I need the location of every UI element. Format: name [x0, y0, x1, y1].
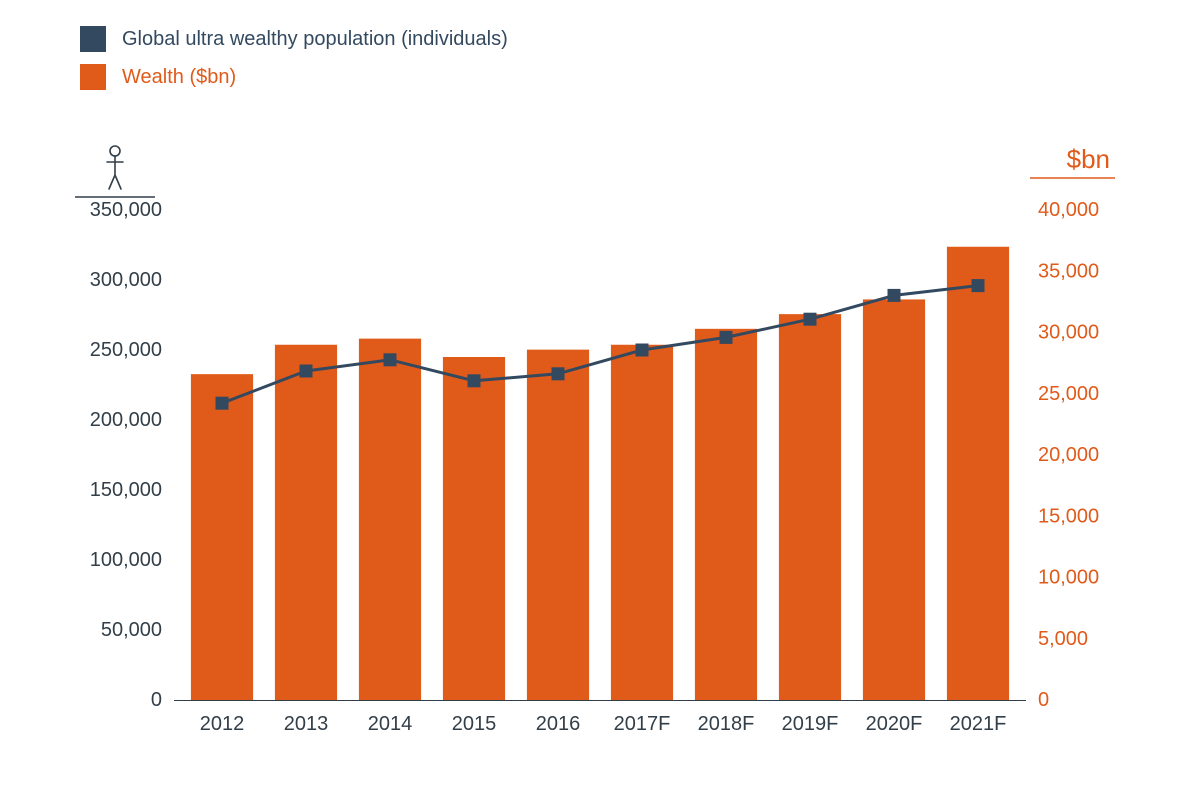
x-tick-label: 2014	[368, 713, 413, 735]
line-marker	[888, 289, 901, 302]
bar	[779, 314, 841, 700]
y-left-tick-label: 150,000	[90, 479, 162, 501]
line-marker	[384, 353, 397, 366]
bar	[695, 329, 757, 700]
y-left-tick-label: 50,000	[101, 619, 162, 641]
legend-swatch-population	[80, 26, 106, 52]
person-icon	[107, 156, 123, 189]
right-axis-title: $bn	[1067, 144, 1110, 174]
bar	[275, 345, 337, 700]
y-right-tick-label: 20,000	[1038, 444, 1099, 466]
bar	[443, 357, 505, 700]
y-right-tick-label: 35,000	[1038, 260, 1099, 282]
y-right-tick-label: 40,000	[1038, 199, 1099, 221]
y-left-tick-label: 300,000	[90, 269, 162, 291]
bar	[527, 350, 589, 700]
legend: Global ultra wealthy population (individ…	[80, 24, 508, 100]
x-tick-label: 2018F	[698, 713, 755, 735]
x-tick-label: 2020F	[866, 713, 923, 735]
bar	[863, 299, 925, 700]
line-marker	[720, 331, 733, 344]
y-right-tick-label: 25,000	[1038, 383, 1099, 405]
y-right-tick-label: 10,000	[1038, 567, 1099, 589]
y-right-tick-label: 30,000	[1038, 322, 1099, 344]
x-tick-label: 2017F	[614, 713, 671, 735]
legend-swatch-wealth	[80, 64, 106, 90]
chart-svg: $bn 0 50,000 100,000 150,000 200,000 250,000 30…	[60, 120, 1140, 760]
line-marker	[636, 344, 649, 357]
bar	[947, 247, 1009, 700]
x-tick-label: 2015	[452, 713, 497, 735]
line-marker	[300, 365, 313, 378]
line-marker	[552, 367, 565, 380]
bar	[611, 345, 673, 700]
line-marker	[468, 374, 481, 387]
bar	[191, 374, 253, 700]
line-marker	[216, 397, 229, 410]
y-left-tick-label: 100,000	[90, 549, 162, 571]
x-tick-label: 2013	[284, 713, 329, 735]
line-marker	[972, 279, 985, 292]
y-right-tick-label: 15,000	[1038, 505, 1099, 527]
x-tick-label: 2012	[200, 713, 245, 735]
legend-label-wealth: Wealth ($bn)	[122, 62, 236, 92]
y-left-tick-label: 200,000	[90, 409, 162, 431]
legend-item-population: Global ultra wealthy population (individ…	[80, 24, 508, 54]
chart: $bn 0 50,000 100,000 150,000 200,000 250,000 30…	[60, 120, 1140, 760]
x-tick-label: 2021F	[950, 713, 1007, 735]
x-tick-label: 2019F	[782, 713, 839, 735]
y-right-tick-label: 0	[1038, 689, 1049, 711]
line-marker	[804, 313, 817, 326]
y-right-tick-label: 5,000	[1038, 628, 1088, 650]
bar	[359, 339, 421, 700]
legend-label-population: Global ultra wealthy population (individ…	[122, 24, 508, 54]
x-tick-label: 2016	[536, 713, 581, 735]
y-left-tick-label: 350,000	[90, 199, 162, 221]
y-left-tick-label: 250,000	[90, 339, 162, 361]
legend-item-wealth: Wealth ($bn)	[80, 62, 508, 92]
y-left-tick-label: 0	[151, 689, 162, 711]
